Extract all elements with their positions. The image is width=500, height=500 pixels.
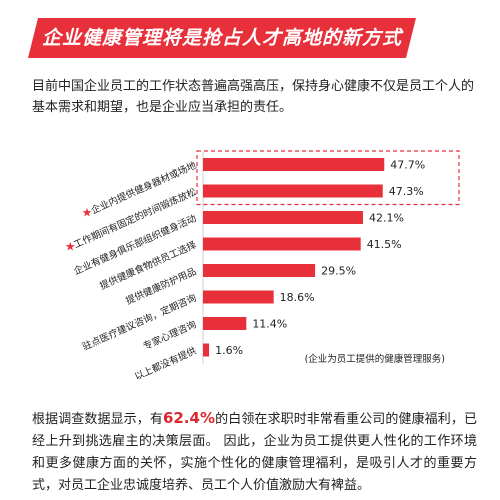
bar-2 [203,184,383,198]
bar-8 [203,343,210,357]
value-label-2: 47.3% [389,185,424,198]
bar-4 [203,237,361,251]
footer-text-2: 的白领在求职时非常看重公司的健康福利，已经上升到挑选雇主的决策层面。 因此，企业… [32,412,477,493]
footer-text-1: 根据调查数据显示，有 [32,412,163,427]
bar-3 [203,211,363,224]
value-label-7: 11.4% [252,318,287,331]
bar-6 [203,290,274,304]
bar-5 [203,264,316,277]
value-label-4: 41.5% [367,238,402,251]
category-label-4: 提供健康食物供员工选择 [98,239,199,293]
value-label-1: 47.7% [390,159,425,172]
star-icon-2: ★ [65,239,76,253]
bar-chart-svg: 47.7%企业内提供健身器材或场地★47.3%工作期间有固定的时间锻炼放松★42… [65,150,460,383]
banner-background [28,18,416,58]
footer-paragraph: 根据调查数据显示，有62.4%的白领在求职时非常看重公司的健康福利，已经上升到挑… [32,407,477,497]
footer-highlight-value: 62.4% [162,409,216,427]
star-icon-1: ★ [82,205,93,219]
chart-note: (企业为员工提供的健康管理服务) [305,353,445,365]
bar-1 [203,158,385,171]
category-label-8: 以上都没有提供 [133,345,199,383]
title-banner: 企业健康管理将是抢占人才高地的新方式 [28,18,416,58]
value-label-3: 42.1% [369,212,404,225]
value-label-5: 29.5% [321,265,356,278]
bar-7 [203,317,247,330]
value-label-8: 1.6% [215,344,243,357]
intro-paragraph: 目前中国企业员工的工作状态普遍高强高压，保持身心健康不仅是员工个人的基本需求和期… [32,79,475,115]
bar-chart: 47.7% 企业内提供健身器材或场地 ★ 47.3% 工作期间有固定的时间锻炼放松 ★ 42… [0,146,500,386]
highlight-box [196,150,460,206]
value-label-6: 18.6% [280,291,315,304]
page-title: 企业健康管理将是抢占人才高地的新方式 [41,27,402,49]
